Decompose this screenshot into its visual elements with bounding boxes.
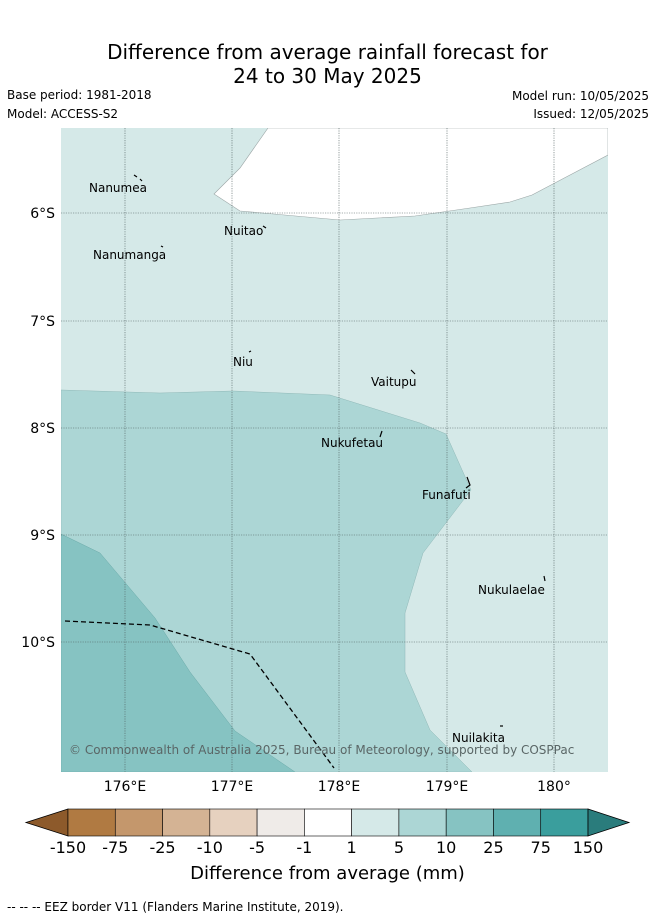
lon-label: 178°E xyxy=(318,779,361,795)
legend-swatch xyxy=(162,808,211,837)
legend-swatch xyxy=(351,808,400,837)
place-label: Nuitao xyxy=(224,224,263,238)
legend-swatch xyxy=(445,808,494,837)
model-name: Model: ACCESS-S2 xyxy=(7,107,119,121)
legend-tick-label: -75 xyxy=(102,838,128,857)
legend-tick-label: -5 xyxy=(249,838,265,857)
legend-swatch xyxy=(540,808,589,837)
legend-swatch xyxy=(493,808,542,837)
legend-title: Difference from average (mm) xyxy=(190,863,465,884)
lon-label: 177°E xyxy=(211,779,254,795)
place-labels: Nanumea Nuitao Nanumanga Niu Vaitupu Nuk… xyxy=(89,181,545,745)
zone-neg1-to-1 xyxy=(213,128,608,221)
legend-extend-low xyxy=(24,808,69,837)
lat-label: 9°S xyxy=(30,528,55,544)
eez-border-line xyxy=(64,620,335,769)
legend-colorbar xyxy=(24,808,631,837)
lat-label: 10°S xyxy=(21,635,55,651)
legend-tick-label: -25 xyxy=(149,838,175,857)
legend-tick-label: -150 xyxy=(50,838,86,857)
latitude-labels: 6°S 7°S 8°S 9°S 10°S xyxy=(21,206,55,651)
legend-swatch xyxy=(256,808,305,837)
model-run: Model run: 10/05/2025 xyxy=(511,89,649,103)
copyright-attribution: © Commonwealth of Australia 2025, Bureau… xyxy=(69,743,574,757)
place-label: Nukufetau xyxy=(321,436,383,450)
legend-tick-label: -1 xyxy=(296,838,312,857)
legend-swatch xyxy=(209,808,258,837)
base-period: Base period: 1981-2018 xyxy=(7,88,152,102)
lon-label: 180° xyxy=(537,779,571,795)
issued-date: Issued: 12/05/2025 xyxy=(533,107,649,121)
legend-tick-label: 75 xyxy=(531,838,551,857)
legend-tick-label: 150 xyxy=(573,838,604,857)
place-label: Funafuti xyxy=(422,488,471,502)
map-title: Difference from average rainfall forecas… xyxy=(0,40,655,88)
place-label: Nukulaelae xyxy=(478,583,545,597)
place-label: Vaitupu xyxy=(371,375,417,389)
legend-extend-high xyxy=(587,808,631,837)
map-frame: Nanumea Nuitao Nanumanga Niu Vaitupu Nuk… xyxy=(61,128,608,772)
lat-label: 8°S xyxy=(30,421,55,437)
title-line-2: 24 to 30 May 2025 xyxy=(233,64,422,88)
title-line-1: Difference from average rainfall forecas… xyxy=(107,40,548,64)
lat-label: 6°S xyxy=(30,206,55,222)
legend-tick-labels: -150 -75 -25 -10 -5 -1 1 5 10 25 75 150 xyxy=(50,838,603,857)
place-label: Nanumanga xyxy=(93,248,166,262)
legend-swatch xyxy=(304,808,352,837)
legend-tick-label: -10 xyxy=(197,838,223,857)
legend-tick-label: 1 xyxy=(347,838,357,857)
lon-label: 179°E xyxy=(426,779,469,795)
graticule xyxy=(61,128,608,772)
eez-footnote: -- -- -- EEZ border V11 (Flanders Marine… xyxy=(7,900,344,914)
legend-tick-label: 25 xyxy=(483,838,503,857)
longitude-labels: 176°E 177°E 178°E 179°E 180° xyxy=(104,779,571,795)
legend-swatch xyxy=(114,808,163,837)
zone-10-to-25 xyxy=(61,533,296,772)
legend-swatch xyxy=(398,808,447,837)
lat-label: 7°S xyxy=(30,314,55,330)
legend-tick-label: 10 xyxy=(436,838,456,857)
legend-swatch xyxy=(67,808,116,837)
place-label: Nanumea xyxy=(89,181,147,195)
lon-label: 176°E xyxy=(104,779,147,795)
place-label: Niu xyxy=(233,355,253,369)
island-shapes xyxy=(133,174,546,727)
legend-tick-label: 5 xyxy=(394,838,404,857)
place-label: Nuilakita xyxy=(452,731,505,745)
